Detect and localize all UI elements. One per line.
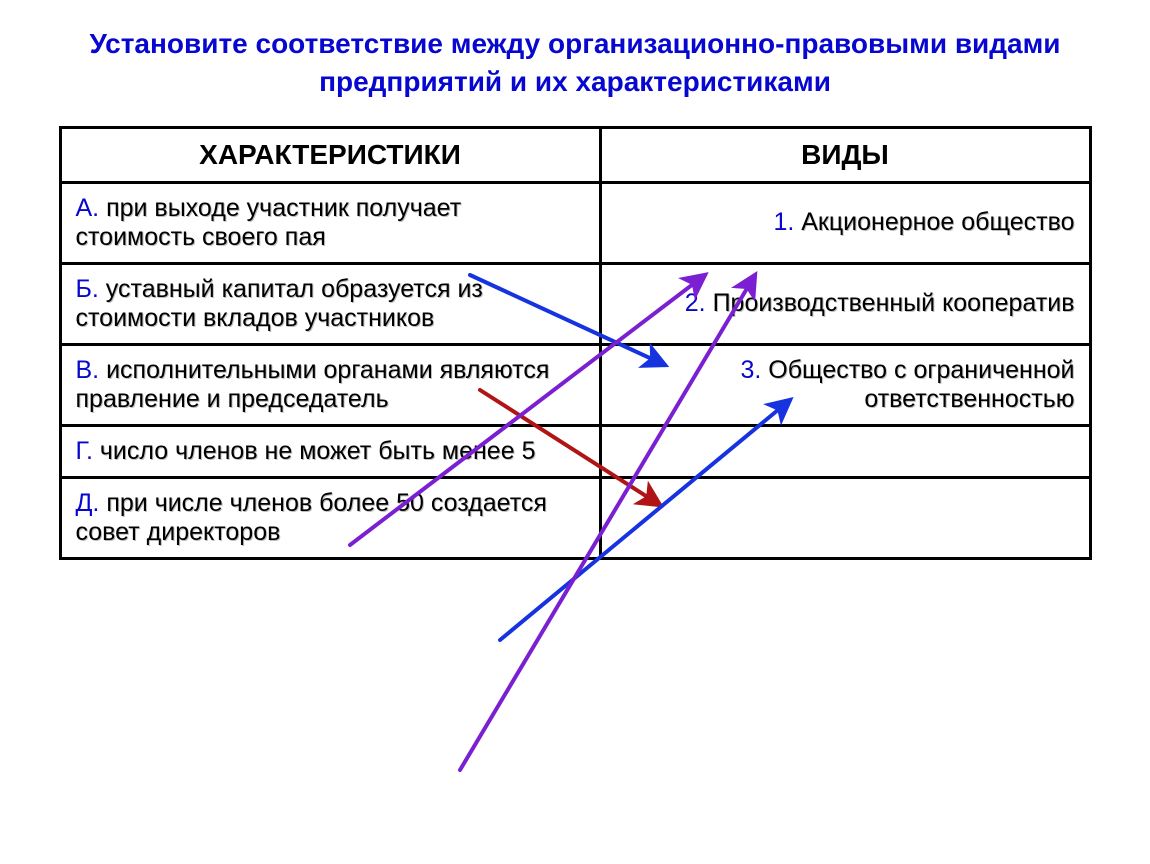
header-right-text: ВИДЫ xyxy=(801,139,889,170)
right-cell-1: 1. Акционерное общество xyxy=(600,182,1090,263)
header-characteristics: ХАРАКТЕРИСТИКИ xyxy=(60,127,600,182)
title-text: Установите соответствие между организаци… xyxy=(89,28,1060,97)
text-d: при числе членов более 50 создается сове… xyxy=(76,489,547,546)
right-cell-empty-2 xyxy=(600,477,1090,558)
left-cell-v: В. исполнительными органами являются пра… xyxy=(60,344,600,425)
right-cell-3: 3. Общество с ограниченной ответственнос… xyxy=(600,344,1090,425)
page-title: Установите соответствие между организаци… xyxy=(45,25,1105,101)
right-cell-2: 2. Производственный кооператив xyxy=(600,263,1090,344)
table-row: Б. уставный капитал образуется из стоимо… xyxy=(60,263,1090,344)
marker-1: 1. xyxy=(773,208,794,236)
table-row: В. исполнительными органами являются пра… xyxy=(60,344,1090,425)
text-1: Акционерное общество xyxy=(794,208,1074,236)
left-cell-b: Б. уставный капитал образуется из стоимо… xyxy=(60,263,600,344)
text-2: Производственный кооператив xyxy=(706,289,1075,317)
matching-table: ХАРАКТЕРИСТИКИ ВИДЫ А. при выходе участн… xyxy=(59,126,1092,560)
left-cell-g: Г. число членов не может быть менее 5 xyxy=(60,425,600,477)
text-3: Общество с ограниченной ответственностью xyxy=(761,356,1074,413)
header-left-text: ХАРАКТЕРИСТИКИ xyxy=(199,139,461,170)
marker-d: Д. xyxy=(76,489,100,517)
text-a: при выходе участник получает стоимость с… xyxy=(76,194,462,251)
marker-b: Б. xyxy=(76,275,99,303)
table-row: Г. число членов не может быть менее 5 xyxy=(60,425,1090,477)
marker-3: 3. xyxy=(740,356,761,384)
table-row: Д. при числе членов более 50 создается с… xyxy=(60,477,1090,558)
marker-g: Г. xyxy=(76,437,93,465)
text-v: исполнительными органами являются правле… xyxy=(76,356,550,413)
slide: Установите соответствие между организаци… xyxy=(0,0,1150,864)
table-header-row: ХАРАКТЕРИСТИКИ ВИДЫ xyxy=(60,127,1090,182)
left-cell-d: Д. при числе членов более 50 создается с… xyxy=(60,477,600,558)
text-b: уставный капитал образуется из стоимости… xyxy=(76,275,483,332)
marker-v: В. xyxy=(76,356,100,384)
header-types: ВИДЫ xyxy=(600,127,1090,182)
table-row: А. при выходе участник получает стоимост… xyxy=(60,182,1090,263)
marker-2: 2. xyxy=(685,289,706,317)
text-g: число членов не может быть менее 5 xyxy=(93,437,536,465)
marker-a: А. xyxy=(76,194,100,222)
right-cell-empty-1 xyxy=(600,425,1090,477)
left-cell-a: А. при выходе участник получает стоимост… xyxy=(60,182,600,263)
